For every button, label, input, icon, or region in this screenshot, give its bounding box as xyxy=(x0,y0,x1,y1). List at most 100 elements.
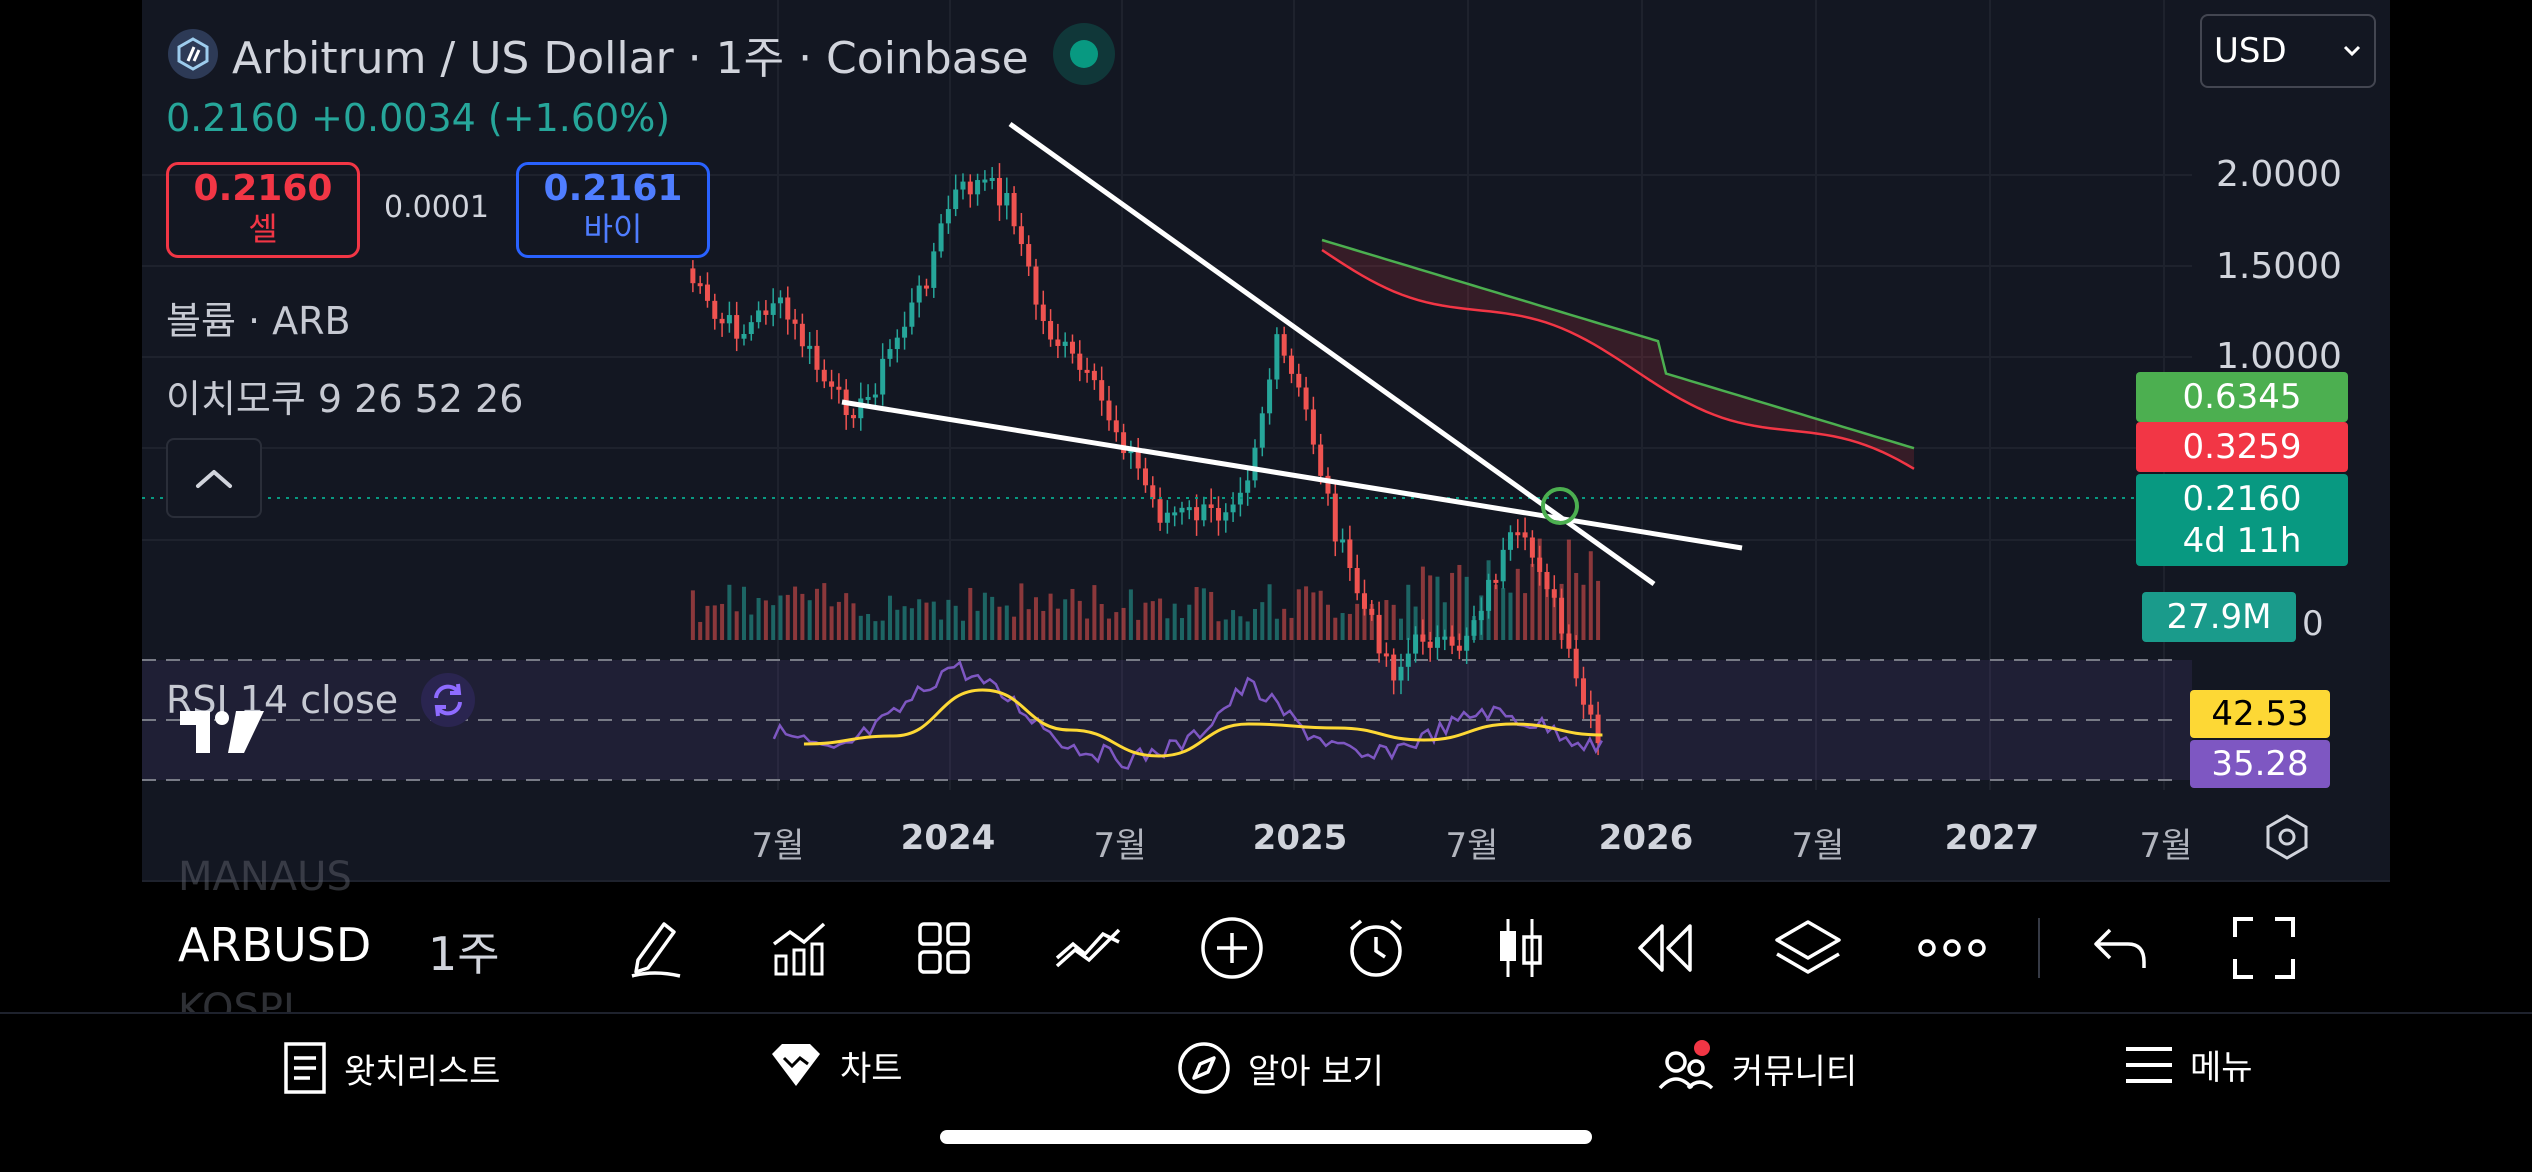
compare-icon[interactable] xyxy=(1052,912,1124,984)
volume-bar xyxy=(1019,583,1024,640)
time-axis-label: 7월 xyxy=(1445,826,1499,866)
volume-bar xyxy=(1318,590,1323,640)
layers-icon[interactable] xyxy=(1772,912,1844,984)
chart-canvas[interactable] xyxy=(142,0,2390,880)
sell-button[interactable]: 0.2160 셀 xyxy=(166,162,360,258)
spread-value: 0.0001 xyxy=(384,190,489,225)
currency-select[interactable]: USD xyxy=(2200,14,2376,88)
volume-bar xyxy=(851,603,856,640)
candle-body xyxy=(1091,370,1097,381)
volume-bar xyxy=(1267,584,1272,640)
candle-body xyxy=(989,177,995,181)
volume-bar xyxy=(1552,593,1557,640)
volume-bar xyxy=(690,590,695,640)
toolbar-divider xyxy=(2038,918,2040,978)
candle-body xyxy=(945,209,951,224)
volume-bar xyxy=(1420,566,1425,640)
volume-bar xyxy=(1136,619,1141,640)
volume-bar xyxy=(822,583,827,640)
volume-bar xyxy=(1012,616,1017,640)
volume-bar xyxy=(814,588,819,640)
market-status-icon[interactable] xyxy=(1052,23,1115,85)
candle-body xyxy=(1033,266,1039,305)
more-options-icon[interactable] xyxy=(1916,912,1988,984)
volume-bar xyxy=(1004,605,1009,640)
candle-body xyxy=(1150,485,1156,500)
alarm-clock-icon[interactable] xyxy=(1340,912,1412,984)
candle-body xyxy=(1361,593,1367,609)
price-tick: 1.0000 xyxy=(2216,336,2342,377)
volume-bar xyxy=(895,609,900,640)
buy-button[interactable]: 0.2161 바이 xyxy=(516,162,710,258)
candle-body xyxy=(1296,373,1302,388)
volume-bar xyxy=(1406,584,1411,640)
volume-bar xyxy=(997,606,1002,640)
collapse-legend-button[interactable] xyxy=(166,438,262,518)
volume-bar xyxy=(1347,613,1352,640)
interval-button[interactable]: 1주 xyxy=(428,927,500,981)
candle-body xyxy=(704,284,710,301)
fullscreen-icon[interactable] xyxy=(2228,912,2300,984)
nav-watchlist[interactable]: 왓치리스트 xyxy=(282,1040,500,1096)
symbol-search-button[interactable]: ARBUSD xyxy=(178,918,372,972)
volume-bar xyxy=(1530,563,1535,640)
volume-bar xyxy=(1304,586,1309,640)
axis-settings-icon[interactable] xyxy=(2262,812,2312,866)
candle-body xyxy=(1194,507,1200,521)
volume-bar xyxy=(917,599,922,640)
volume-bar xyxy=(1566,539,1571,640)
candle-body xyxy=(1347,539,1353,569)
volume-bar xyxy=(1413,606,1418,640)
candle-body xyxy=(1106,400,1112,421)
watchlist-icon xyxy=(284,1042,326,1094)
sell-label: 셀 xyxy=(248,210,278,248)
candle-body xyxy=(1004,193,1010,206)
nav-menu[interactable]: 메뉴 xyxy=(2124,1040,2253,1089)
volume-bar xyxy=(1209,591,1214,640)
volume-bar xyxy=(1457,564,1462,640)
candle-body xyxy=(785,297,791,320)
nav-chart[interactable]: 차트 xyxy=(768,1040,903,1090)
volume-bar xyxy=(1201,588,1206,640)
candle-body xyxy=(1077,353,1083,370)
candle-body xyxy=(1580,678,1586,705)
candle-body xyxy=(1507,532,1513,550)
candle-body xyxy=(1201,504,1207,521)
bar-countdown: 4d 11h xyxy=(2182,521,2302,561)
candle-body xyxy=(1325,475,1331,494)
ichimoku-legend[interactable]: 이치모쿠 9 26 52 26 xyxy=(166,377,524,421)
candle-body xyxy=(1179,507,1185,513)
undo-icon[interactable] xyxy=(2084,912,2156,984)
add-icon[interactable] xyxy=(1196,912,1268,984)
candle-body xyxy=(1011,193,1017,227)
candle-body xyxy=(1427,641,1433,648)
candle-body xyxy=(1084,369,1090,373)
volume-bar xyxy=(1026,609,1031,640)
candle-body xyxy=(1157,499,1163,523)
volume-bar xyxy=(763,600,768,640)
volume-legend[interactable]: 볼륨 · ARB xyxy=(166,299,351,343)
candle-body xyxy=(836,386,842,390)
last-price-tag: 0.2160 4d 11h xyxy=(2136,474,2348,566)
candle-body xyxy=(1500,549,1506,582)
layout-grid-icon[interactable] xyxy=(908,912,980,984)
volume-bar xyxy=(1377,620,1382,640)
drawing-tools-icon[interactable] xyxy=(620,912,692,984)
nav-explore[interactable]: 알아 보기 xyxy=(1176,1040,1384,1096)
indicators-icon[interactable] xyxy=(764,912,836,984)
volume-bar xyxy=(1260,602,1265,640)
time-axis-label: 2026 xyxy=(1598,818,1694,858)
symbol-header[interactable]: Arbitrum / US Dollar · 1주 · Coinbase xyxy=(168,22,1115,86)
candle-body xyxy=(1391,654,1397,681)
replay-rewind-icon[interactable] xyxy=(1628,912,1700,984)
candle-body xyxy=(1449,636,1455,646)
refresh-icon[interactable] xyxy=(420,672,476,728)
candle-type-icon[interactable] xyxy=(1484,912,1556,984)
home-indicator xyxy=(940,1130,1592,1144)
volume-bar xyxy=(778,595,783,640)
candle-body xyxy=(763,310,769,315)
volume-bar xyxy=(1194,587,1199,640)
nav-community[interactable]: 커뮤니티 xyxy=(1656,1040,1857,1096)
volume-bar xyxy=(1493,584,1498,640)
